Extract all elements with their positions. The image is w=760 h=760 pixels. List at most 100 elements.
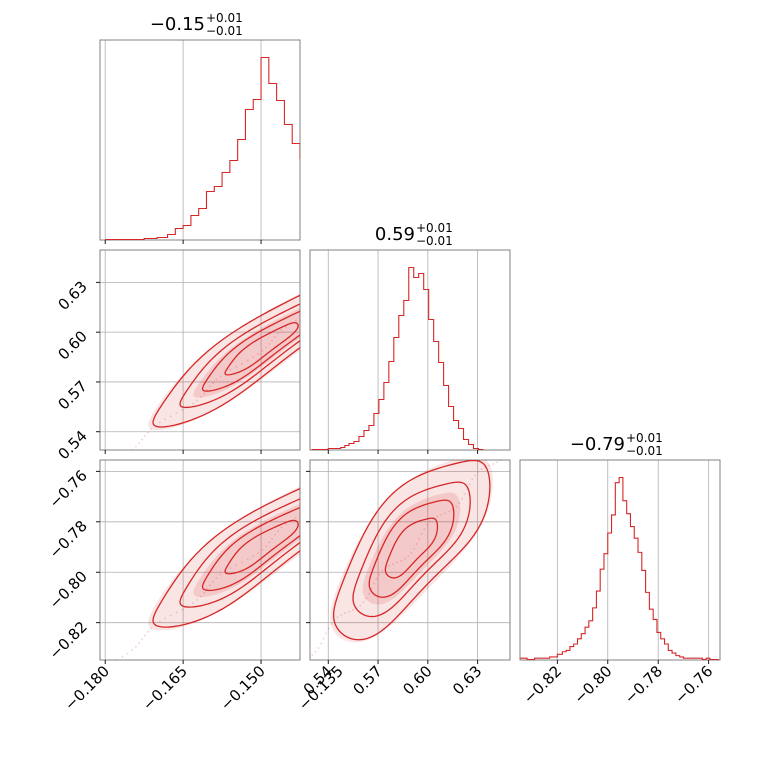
x-tick-label: −0.165 <box>139 662 191 714</box>
sample-point <box>496 461 499 464</box>
sample-point <box>458 502 461 505</box>
sample-point <box>280 329 283 332</box>
panel-frame <box>309 459 511 661</box>
sample-point <box>440 513 443 516</box>
density-p12 <box>311 429 521 656</box>
sample-point <box>330 495 332 497</box>
sample-point <box>307 313 309 315</box>
density-fill <box>193 503 300 598</box>
title-value: 0.59 <box>375 224 415 245</box>
sample-point <box>169 614 172 617</box>
sample-point <box>307 511 309 513</box>
histogram-p0 <box>105 56 300 240</box>
sample-point <box>395 445 397 447</box>
sample-point <box>519 429 521 431</box>
sample-point <box>318 307 320 309</box>
density-p02 <box>110 445 397 664</box>
sample-point <box>512 444 514 446</box>
sample-point <box>229 368 232 371</box>
sample-point <box>346 280 348 282</box>
sample-point <box>436 515 439 518</box>
panel-frame <box>99 39 301 241</box>
sample-point <box>333 294 335 296</box>
y-tick-label: −0.78 <box>46 517 91 562</box>
sample-point <box>277 332 279 335</box>
sample-point <box>246 359 249 362</box>
sample-point <box>410 551 413 554</box>
sample-point <box>110 662 112 664</box>
title-upper-error: +0.01 <box>626 431 663 445</box>
sample-point <box>474 474 476 477</box>
contour-line <box>224 322 299 376</box>
sample-point <box>257 353 260 356</box>
sample-point <box>229 567 232 570</box>
sample-point <box>181 409 184 411</box>
sample-point <box>488 464 491 467</box>
sample-point <box>175 611 178 614</box>
sample-point <box>325 632 327 635</box>
sample-point <box>492 463 495 465</box>
sample-point <box>147 431 149 434</box>
sample-point <box>426 523 428 526</box>
sample-point <box>261 548 264 551</box>
sample-point <box>366 267 368 269</box>
sample-point <box>138 642 141 645</box>
panel-frame <box>519 459 721 661</box>
x-tick-label: −0.180 <box>61 662 113 714</box>
sample-point <box>448 510 451 513</box>
histogram-p1 <box>311 266 484 450</box>
sample-point <box>215 378 218 381</box>
title-upper-error: +0.01 <box>416 221 453 235</box>
sample-point <box>352 609 354 611</box>
sample-point <box>252 555 255 558</box>
title-lower-error: −0.01 <box>206 24 243 38</box>
sample-point <box>378 573 381 576</box>
panel-r1-c1 <box>309 249 511 451</box>
sample-point <box>257 552 260 554</box>
sample-point <box>200 396 202 398</box>
sample-point <box>444 512 447 515</box>
sample-point <box>280 526 283 529</box>
sample-point <box>144 634 146 637</box>
sample-point <box>122 455 124 457</box>
histogram-step-line <box>105 56 300 240</box>
sample-point <box>144 435 146 437</box>
panel-frame <box>309 249 511 451</box>
sample-point <box>362 601 365 604</box>
sample-point <box>134 645 137 648</box>
sample-point <box>336 290 338 292</box>
sample-point <box>383 455 385 457</box>
sample-point <box>365 597 368 600</box>
sample-point <box>514 438 516 440</box>
density-fill <box>193 308 300 398</box>
sample-point <box>360 270 362 272</box>
sample-point <box>392 251 394 253</box>
sample-point <box>284 325 287 328</box>
contour-line <box>201 506 300 592</box>
sample-point <box>372 582 375 585</box>
sample-point <box>355 273 357 275</box>
sample-point <box>126 652 129 655</box>
sample-point <box>346 476 348 478</box>
sample-point <box>395 248 397 250</box>
sample-point <box>348 610 350 613</box>
panel-frame <box>99 459 301 661</box>
sample-point <box>241 362 243 365</box>
sample-point <box>127 452 129 454</box>
sample-point <box>115 658 118 660</box>
y-tick-label: 0.57 <box>54 377 90 413</box>
sample-point <box>318 505 320 507</box>
x-tick-label: −0.82 <box>520 662 565 707</box>
sample-point <box>372 461 374 463</box>
sample-point <box>206 588 208 590</box>
sample-point <box>314 650 317 653</box>
sample-point <box>141 438 144 441</box>
sample-point <box>378 458 380 460</box>
sample-point <box>407 555 410 558</box>
x-tick-label: −0.76 <box>671 662 716 707</box>
sample-point <box>121 655 124 658</box>
sample-point <box>191 602 194 605</box>
sample-point <box>209 385 211 388</box>
sample-point <box>477 470 480 473</box>
